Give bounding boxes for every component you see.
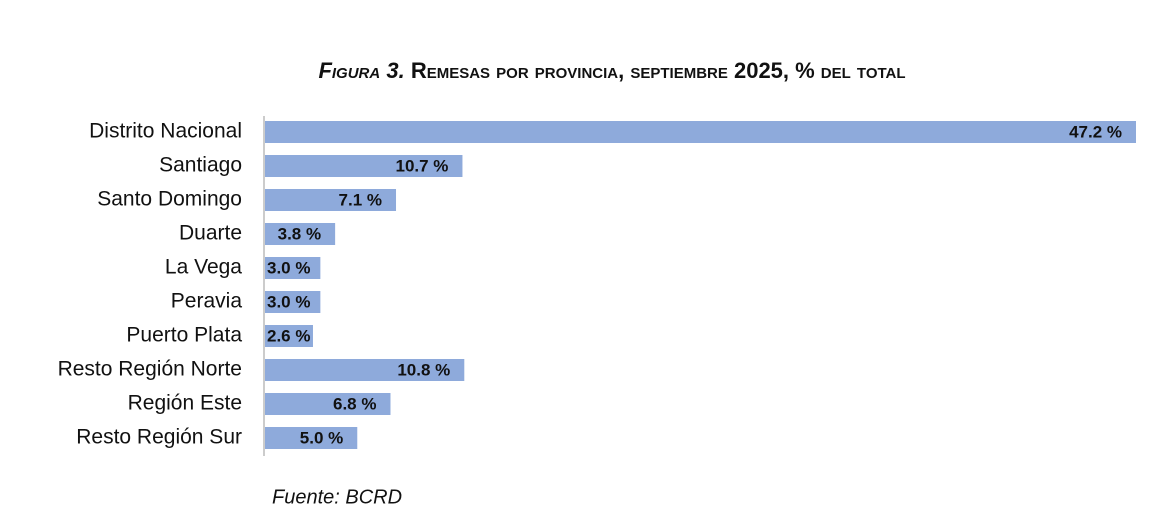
chart-title: Remesas por provincia, septiembre 2025, … [411,58,906,83]
bar [265,257,321,279]
category-label: Resto Región Sur [76,426,242,449]
value-label: 7.1 % [339,190,382,209]
bar [265,189,397,211]
category-label: Resto Región Norte [58,358,242,381]
value-label: 2.6 % [267,326,310,345]
figure-label: Figura 3. [318,58,404,83]
value-label: 10.7 % [396,156,449,175]
bar [265,291,321,313]
category-label: Puerto Plata [126,324,242,347]
value-label: 6.8 % [333,394,376,413]
source: Fuente: BCRD [272,486,402,508]
category-label: Santo Domingo [97,188,242,211]
bar [265,325,313,347]
value-label: 3.0 % [267,292,310,311]
category-label: Distrito Nacional [89,120,242,143]
category-label: La Vega [165,256,242,279]
category-label: Santiago [159,154,242,177]
bar [265,121,1136,143]
bar [265,427,358,449]
value-label: 10.8 % [397,360,450,379]
value-label: 47.2 % [1069,122,1122,141]
value-label: 5.0 % [300,428,343,447]
category-label: Región Este [128,392,242,415]
category-label: Peravia [171,290,243,313]
value-label: 3.0 % [267,258,310,277]
bar [265,155,463,177]
value-label: 3.8 % [278,224,321,243]
bar [265,393,391,415]
category-label: Duarte [179,222,242,245]
bar [265,359,465,381]
chart-title-group: Figura 3. Remesas por provincia, septiem… [318,58,905,83]
bar [265,223,336,245]
